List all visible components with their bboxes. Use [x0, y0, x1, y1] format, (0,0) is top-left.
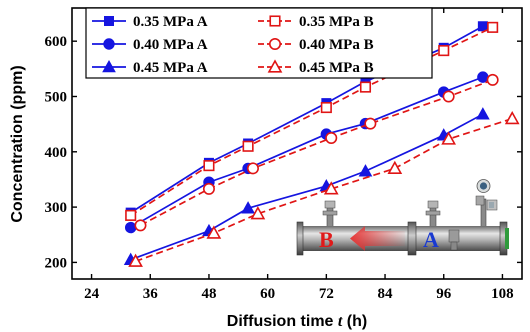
y-tick-label: 200 — [45, 255, 68, 271]
pipe-label-a: A — [423, 227, 439, 252]
pipe-label-b: B — [319, 227, 334, 252]
y-axis-title: Concentration (ppm) — [9, 65, 26, 222]
x-tick-label: 36 — [143, 286, 159, 302]
data-point — [202, 182, 215, 195]
legend-marker — [104, 16, 114, 26]
legend-item: 0.45 MPa B — [258, 59, 374, 76]
legend-label: 0.40 MPa A — [133, 37, 208, 53]
side-fitting — [448, 229, 460, 251]
legend-marker — [267, 59, 283, 73]
legend-marker — [269, 15, 281, 27]
legend-item: 0.40 MPa A — [92, 37, 208, 53]
data-point — [442, 90, 455, 103]
legend: 0.35 MPa A 0.35 MPa B 0.40 MPa A 0.40 MPa B… — [85, 7, 433, 79]
y-tick-label: 300 — [45, 200, 68, 216]
x-tick-label: 24 — [84, 286, 100, 302]
legend-marker — [102, 59, 116, 73]
data-point — [476, 107, 490, 120]
data-point — [477, 71, 489, 83]
x-tick-label: 72 — [319, 286, 334, 302]
data-point — [359, 81, 372, 93]
y-tick-label: 500 — [45, 89, 68, 105]
data-point — [320, 102, 332, 114]
flange-middle — [407, 221, 417, 256]
legend-item: 0.35 MPa B — [258, 14, 374, 30]
legend-label: 0.45 MPa A — [133, 60, 208, 76]
data-point — [250, 206, 266, 220]
legend-label: 0.35 MPa B — [299, 14, 374, 30]
data-point — [124, 221, 137, 234]
y-tick-label: 600 — [45, 34, 68, 50]
x-axis-title-main: Diffusion time — [227, 313, 338, 330]
data-point — [441, 131, 456, 145]
data-point — [438, 45, 450, 57]
x-tick-label: 48 — [201, 286, 216, 302]
flange-left — [296, 221, 304, 256]
series-0-35-mpa-b — [125, 21, 499, 221]
valve-left — [322, 200, 338, 228]
data-point — [134, 219, 147, 232]
data-point — [504, 110, 520, 125]
data-point — [477, 21, 488, 32]
legend-item: 0.45 MPa A — [92, 59, 208, 76]
legend-item: 0.35 MPa A — [92, 14, 208, 30]
data-point — [128, 253, 143, 267]
x-tick-labels: 24 36 48 60 72 84 96 108 — [84, 286, 514, 302]
data-point — [203, 160, 215, 172]
data-point — [358, 164, 373, 177]
data-point — [246, 162, 259, 175]
legend-label: 0.45 MPa B — [299, 60, 374, 76]
data-point — [242, 140, 254, 152]
pressure-gauge — [475, 179, 498, 228]
data-point — [241, 201, 255, 214]
data-point — [364, 117, 377, 130]
x-axis-title-variable: t — [338, 313, 343, 330]
data-point — [325, 131, 338, 144]
series-0-40-mpa-a — [124, 71, 489, 234]
diffusion-arrow — [350, 226, 405, 251]
pipeline-inset: B A — [296, 179, 509, 256]
x-axis-title: Diffusion time t (h) — [227, 313, 367, 330]
x-tick-label: 108 — [491, 286, 514, 302]
x-axis-title-unit: (h) — [342, 313, 367, 330]
legend-marker — [268, 37, 281, 50]
y-tick-labels: 200 300 400 500 600 — [45, 34, 68, 271]
legend-label: 0.35 MPa A — [133, 14, 208, 30]
series-0-45-mpa-b — [128, 110, 520, 267]
data-point — [206, 225, 222, 239]
data-point — [323, 181, 339, 195]
data-point — [487, 21, 499, 33]
data-series — [123, 21, 520, 267]
series-0-40-mpa-b — [134, 73, 499, 232]
x-tick-label: 60 — [260, 286, 275, 302]
legend-marker — [103, 38, 115, 50]
legend-item: 0.40 MPa B — [258, 37, 374, 53]
data-point — [125, 209, 137, 221]
legend-items: 0.35 MPa A 0.35 MPa B 0.40 MPa A 0.40 MPa B… — [92, 14, 374, 76]
data-point — [387, 160, 403, 174]
data-point — [486, 73, 499, 86]
legend-label: 0.40 MPa B — [299, 37, 374, 53]
y-tick-label: 400 — [45, 145, 68, 161]
x-tick-label: 96 — [436, 286, 452, 302]
x-tick-label: 84 — [378, 286, 394, 302]
